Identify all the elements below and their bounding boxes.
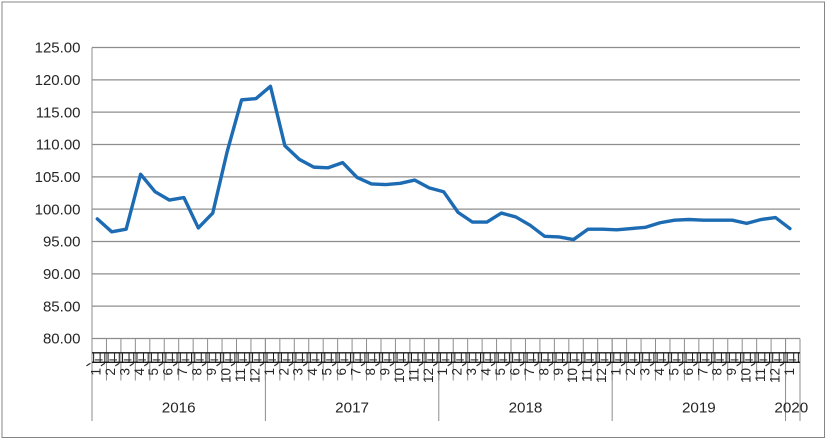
svg-text:12: 12 [594, 368, 609, 383]
svg-text:6: 6 [334, 368, 349, 376]
svg-text:5: 5 [666, 368, 681, 376]
svg-text:8: 8 [710, 368, 725, 376]
svg-text:2018: 2018 [509, 399, 543, 416]
svg-text:7: 7 [522, 368, 537, 376]
svg-text:2016: 2016 [162, 399, 196, 416]
svg-text:3: 3 [637, 368, 652, 376]
svg-text:7: 7 [695, 368, 710, 376]
svg-text:6: 6 [681, 368, 696, 376]
svg-text:4: 4 [132, 368, 147, 376]
svg-text:11: 11 [753, 368, 768, 382]
svg-text:4: 4 [305, 368, 320, 376]
svg-text:3: 3 [117, 368, 132, 376]
svg-text:12: 12 [247, 368, 262, 383]
svg-text:105.00: 105.00 [35, 169, 81, 186]
svg-text:7: 7 [175, 368, 190, 376]
svg-text:9: 9 [204, 368, 219, 376]
svg-text:1: 1 [782, 368, 797, 376]
svg-text:1: 1 [262, 368, 277, 376]
svg-text:10: 10 [565, 368, 580, 383]
svg-text:12: 12 [768, 368, 783, 383]
svg-text:3: 3 [464, 368, 479, 376]
svg-text:8: 8 [363, 368, 378, 376]
svg-text:125.00: 125.00 [35, 40, 81, 57]
svg-text:2019: 2019 [682, 399, 716, 416]
svg-text:1: 1 [435, 368, 450, 376]
svg-text:1: 1 [609, 368, 624, 376]
svg-text:5: 5 [320, 368, 335, 376]
svg-text:11: 11 [580, 368, 595, 382]
svg-text:120.00: 120.00 [35, 72, 81, 89]
svg-text:5: 5 [493, 368, 508, 376]
svg-text:2: 2 [623, 368, 638, 376]
svg-text:2: 2 [276, 368, 291, 376]
svg-text:11: 11 [406, 368, 421, 382]
svg-text:4: 4 [479, 368, 494, 376]
svg-text:7: 7 [349, 368, 364, 376]
svg-text:4: 4 [652, 368, 667, 376]
svg-text:95.00: 95.00 [43, 234, 81, 251]
svg-text:2017: 2017 [335, 399, 369, 416]
svg-text:9: 9 [377, 368, 392, 376]
svg-text:2: 2 [450, 368, 465, 376]
svg-text:100.00: 100.00 [35, 201, 81, 218]
svg-text:6: 6 [507, 368, 522, 376]
svg-text:85.00: 85.00 [43, 298, 81, 315]
svg-text:3: 3 [291, 368, 306, 376]
svg-text:11: 11 [233, 368, 248, 382]
svg-text:115.00: 115.00 [36, 104, 81, 121]
svg-text:9: 9 [724, 368, 739, 376]
svg-text:10: 10 [218, 368, 233, 383]
svg-text:80.00: 80.00 [43, 331, 81, 348]
svg-text:6: 6 [161, 368, 176, 376]
svg-text:12: 12 [421, 368, 436, 383]
svg-text:5: 5 [146, 368, 161, 376]
svg-text:8: 8 [190, 368, 205, 376]
svg-text:110.00: 110.00 [36, 137, 81, 154]
svg-text:90.00: 90.00 [43, 266, 81, 283]
svg-text:10: 10 [392, 368, 407, 383]
svg-text:2020: 2020 [774, 399, 808, 416]
svg-text:1: 1 [88, 368, 103, 376]
svg-text:10: 10 [739, 368, 754, 383]
svg-text:9: 9 [551, 368, 566, 376]
svg-text:8: 8 [536, 368, 551, 376]
svg-text:2: 2 [103, 368, 118, 376]
